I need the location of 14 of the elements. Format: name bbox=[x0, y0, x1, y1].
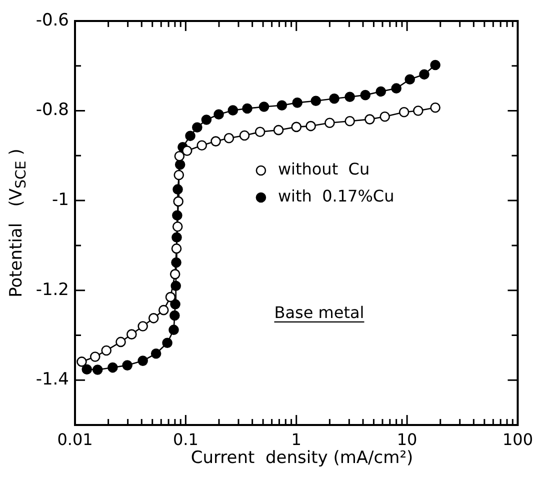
x-tick-label: 0.1 bbox=[172, 430, 198, 449]
annotation: Base metal bbox=[274, 302, 364, 322]
y-tick-label: -0.6 bbox=[36, 10, 69, 30]
legend-label: with 0.17%Cu bbox=[278, 186, 394, 206]
y-tick-label: -1.2 bbox=[36, 280, 69, 300]
y-tick-label: -1.4 bbox=[36, 370, 69, 390]
y-tick-label: -1 bbox=[52, 190, 69, 210]
x-tick-label: 100 bbox=[502, 430, 534, 449]
legend-label: without Cu bbox=[278, 160, 370, 179]
x-tick-label: 10 bbox=[396, 430, 418, 449]
y-tick-label: -0.8 bbox=[36, 100, 69, 120]
x-tick-label: 0.01 bbox=[57, 430, 93, 449]
x-axis-title: Current density (mA/cm²) bbox=[190, 448, 414, 468]
x-tick-label: 1 bbox=[291, 430, 302, 449]
